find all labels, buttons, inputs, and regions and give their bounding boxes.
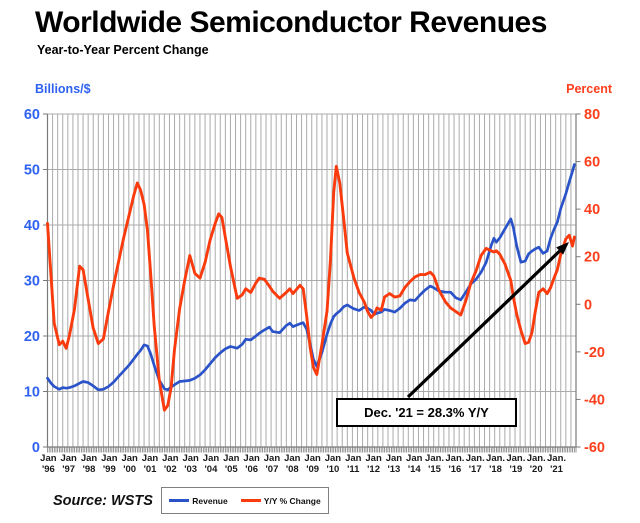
x-axis-labels: Jan'96Jan'97Jan'98Jan'99Jan'00Jan'01Jan'… xyxy=(40,453,566,475)
svg-text:Jan: Jan xyxy=(121,453,138,464)
svg-text:Jan: Jan xyxy=(60,453,77,464)
yoy-line xyxy=(46,164,576,412)
svg-text:'03: '03 xyxy=(184,464,197,475)
svg-text:Jan: Jan xyxy=(101,453,118,464)
svg-text:Jan: Jan xyxy=(243,453,260,464)
svg-text:'10: '10 xyxy=(327,464,340,475)
svg-text:'16: '16 xyxy=(448,464,461,475)
svg-text:Jan.: Jan. xyxy=(527,453,546,464)
svg-text:'05: '05 xyxy=(225,464,239,475)
left-axis-ticks: 0 10 20 30 40 50 60 xyxy=(24,107,48,456)
svg-text:'12: '12 xyxy=(367,464,380,475)
svg-text:20: 20 xyxy=(24,329,40,345)
svg-text:Jan: Jan xyxy=(365,453,382,464)
annotation-box: Dec. '21 = 28.3% Y/Y xyxy=(336,398,517,427)
svg-text:Jan.: Jan. xyxy=(466,453,485,464)
svg-text:'98: '98 xyxy=(83,464,96,475)
svg-text:Jan: Jan xyxy=(203,453,220,464)
svg-text:'19: '19 xyxy=(509,464,522,475)
svg-text:'99: '99 xyxy=(103,464,116,475)
svg-text:Jan.: Jan. xyxy=(486,453,505,464)
svg-text:'07: '07 xyxy=(266,464,279,475)
svg-text:Jan: Jan xyxy=(264,453,281,464)
svg-text:Jan.: Jan. xyxy=(547,453,566,464)
svg-text:'00: '00 xyxy=(123,464,136,475)
svg-text:Jan: Jan xyxy=(81,453,98,464)
svg-text:Jan: Jan xyxy=(142,453,159,464)
svg-text:Jan: Jan xyxy=(386,453,403,464)
svg-text:40: 40 xyxy=(584,202,600,218)
svg-text:30: 30 xyxy=(24,274,40,290)
svg-text:'06: '06 xyxy=(245,464,258,475)
source-credit: Source: WSTS xyxy=(53,493,153,509)
svg-text:Jan: Jan xyxy=(325,453,342,464)
right-axis-unit-label: Percent xyxy=(566,82,612,96)
svg-text:'15: '15 xyxy=(428,464,442,475)
svg-text:-40: -40 xyxy=(584,392,605,408)
svg-text:Jan.: Jan. xyxy=(445,453,464,464)
svg-text:'13: '13 xyxy=(387,464,400,475)
svg-text:'11: '11 xyxy=(347,464,360,475)
svg-text:Jan: Jan xyxy=(40,453,57,464)
svg-text:'08: '08 xyxy=(286,464,299,475)
svg-text:'14: '14 xyxy=(408,464,422,475)
chart-subtitle: Year-to-Year Percent Change xyxy=(37,43,209,57)
svg-text:Jan.: Jan. xyxy=(506,453,525,464)
legend-label-revenue: Revenue xyxy=(192,495,228,506)
svg-text:'04: '04 xyxy=(205,464,219,475)
right-axis-ticks: -60 -40 -20 0 20 40 60 80 xyxy=(576,107,605,456)
svg-text:50: 50 xyxy=(24,163,40,179)
svg-text:'17: '17 xyxy=(469,464,482,475)
svg-text:-60: -60 xyxy=(584,440,605,456)
svg-text:20: 20 xyxy=(584,250,600,266)
horizontal-gridlines xyxy=(47,113,576,392)
svg-text:40: 40 xyxy=(24,218,40,234)
legend: Revenue Y/Y % Change xyxy=(161,487,329,514)
svg-text:'20: '20 xyxy=(530,464,543,475)
svg-text:Jan: Jan xyxy=(304,453,321,464)
svg-text:10: 10 xyxy=(24,385,40,401)
svg-text:Jan: Jan xyxy=(284,453,301,464)
svg-text:-20: -20 xyxy=(584,345,605,361)
svg-text:60: 60 xyxy=(24,107,40,123)
svg-text:Jan: Jan xyxy=(345,453,362,464)
svg-text:Jan: Jan xyxy=(182,453,199,464)
left-axis-unit-label: Billions/$ xyxy=(35,82,91,96)
annotation-arrow xyxy=(406,242,569,399)
svg-text:'96: '96 xyxy=(42,464,55,475)
legend-label-yoy: Y/Y % Change xyxy=(263,495,321,506)
svg-text:Jan.: Jan. xyxy=(425,453,444,464)
svg-text:'21: '21 xyxy=(550,464,564,475)
revenue-line-swatch xyxy=(169,499,190,502)
svg-text:'18: '18 xyxy=(489,464,502,475)
legend-item-revenue: Revenue xyxy=(169,495,228,506)
svg-text:'02: '02 xyxy=(164,464,177,475)
page-title: Worldwide Semiconductor Revenues xyxy=(35,6,547,39)
svg-text:Jan: Jan xyxy=(406,453,423,464)
svg-text:Jan: Jan xyxy=(162,453,179,464)
yoy-line-swatch xyxy=(240,499,261,502)
svg-text:80: 80 xyxy=(584,107,600,123)
svg-text:Jan: Jan xyxy=(223,453,240,464)
svg-text:0: 0 xyxy=(584,297,592,313)
x-axis-minor-ticks xyxy=(47,447,577,453)
svg-text:'01: '01 xyxy=(144,464,158,475)
svg-text:'09: '09 xyxy=(306,464,319,475)
svg-text:60: 60 xyxy=(584,155,600,171)
annotation-text: Dec. '21 = 28.3% Y/Y xyxy=(364,405,489,420)
legend-item-yoy: Y/Y % Change xyxy=(240,495,321,506)
svg-text:'97: '97 xyxy=(62,464,75,475)
svg-text:0: 0 xyxy=(32,440,40,456)
